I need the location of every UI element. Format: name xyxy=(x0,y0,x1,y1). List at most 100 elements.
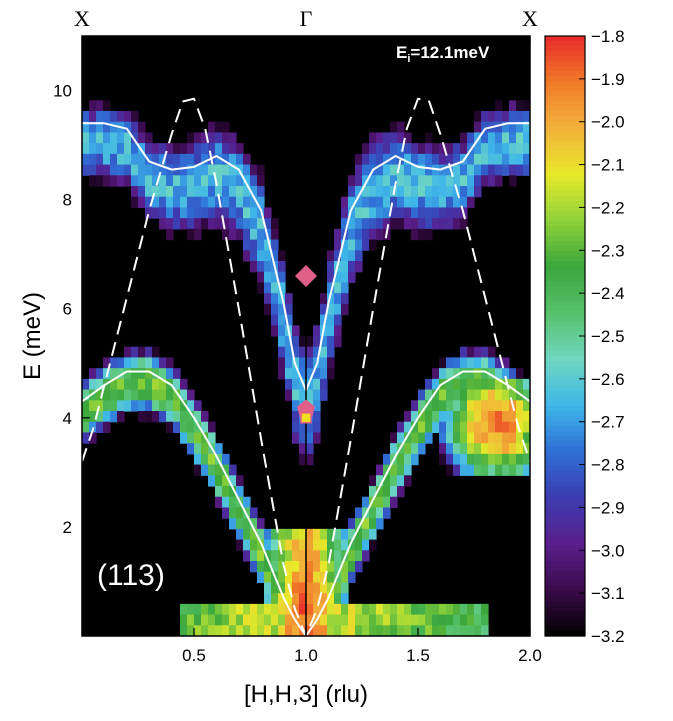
intensity-cell xyxy=(397,196,405,209)
intensity-cell xyxy=(117,143,125,155)
intensity-cell xyxy=(327,271,335,284)
intensity-cell xyxy=(467,603,475,616)
intensity-cell xyxy=(453,389,461,401)
intensity-cell xyxy=(460,143,468,155)
intensity-cell xyxy=(446,625,454,636)
intensity-cell xyxy=(355,261,363,273)
intensity-cell xyxy=(173,378,181,391)
intensity-cell xyxy=(208,453,216,466)
intensity-cell xyxy=(411,218,419,230)
intensity-cell xyxy=(229,518,237,530)
intensity-cell xyxy=(117,175,125,187)
intensity-cell xyxy=(446,357,454,369)
intensity-cell xyxy=(215,486,223,498)
intensity-cell xyxy=(187,143,195,155)
intensity-cell xyxy=(89,400,97,412)
intensity-cell xyxy=(355,561,363,573)
intensity-cell xyxy=(166,218,174,230)
intensity-cell xyxy=(502,389,510,401)
intensity-cell xyxy=(418,389,426,401)
intensity-cell xyxy=(481,411,489,423)
intensity-cell xyxy=(306,389,314,401)
intensity-cell xyxy=(320,378,328,391)
intensity-cell xyxy=(292,582,300,594)
intensity-cell xyxy=(390,143,398,155)
intensity-cell xyxy=(341,282,349,294)
intensity-cell xyxy=(152,389,160,401)
intensity-cell xyxy=(404,164,412,176)
intensity-cell xyxy=(117,368,125,380)
intensity-cell xyxy=(439,443,447,455)
intensity-cell xyxy=(369,132,377,144)
intensity-cell xyxy=(250,196,258,209)
intensity-cell xyxy=(523,153,530,166)
colorbar-band xyxy=(545,576,585,582)
intensity-cell xyxy=(243,239,251,251)
colorbar-band xyxy=(545,181,585,187)
intensity-cell xyxy=(145,132,153,144)
intensity-cell xyxy=(488,411,496,423)
intensity-cell xyxy=(222,218,230,230)
colorbar-band xyxy=(545,526,585,532)
intensity-cell xyxy=(236,218,244,230)
intensity-cell xyxy=(89,132,97,144)
intensity-cell xyxy=(495,357,503,369)
intensity-cell xyxy=(215,143,223,155)
intensity-cell xyxy=(502,164,510,176)
intensity-cell xyxy=(159,164,167,176)
intensity-cell xyxy=(131,196,139,209)
intensity-cell xyxy=(278,550,286,562)
intensity-cell xyxy=(439,143,447,155)
intensity-cell xyxy=(411,614,419,626)
intensity-cell xyxy=(474,164,482,176)
intensity-cell xyxy=(334,539,342,551)
intensity-cell xyxy=(222,453,230,466)
intensity-cell xyxy=(103,421,111,434)
intensity-cell xyxy=(152,175,160,187)
intensity-cell xyxy=(264,261,272,273)
intensity-cell xyxy=(285,389,293,401)
intensity-cell xyxy=(278,314,286,326)
intensity-cell xyxy=(271,550,279,562)
colorbar-band xyxy=(545,276,585,282)
intensity-cell xyxy=(131,346,139,359)
intensity-cell xyxy=(404,603,412,616)
intensity-cell xyxy=(355,153,363,166)
intensity-cell xyxy=(243,496,251,509)
intensity-cell xyxy=(453,196,461,209)
intensity-cell xyxy=(110,368,118,380)
intensity-cell xyxy=(96,100,104,112)
intensity-cell xyxy=(355,175,363,187)
intensity-cell xyxy=(474,121,482,134)
intensity-cell xyxy=(257,196,265,209)
intensity-cell xyxy=(229,143,237,155)
intensity-cell xyxy=(208,121,216,134)
colorbar-tick-label: −3.0 xyxy=(591,541,625,560)
intensity-cell xyxy=(138,132,146,144)
intensity-cell xyxy=(187,389,195,401)
intensity-cell xyxy=(180,218,188,230)
intensity-cell xyxy=(306,368,314,380)
intensity-cell xyxy=(313,378,321,391)
intensity-cell xyxy=(271,582,279,594)
intensity-cell xyxy=(460,132,468,144)
intensity-cell xyxy=(180,207,188,219)
intensity-cell xyxy=(173,143,181,155)
intensity-cell xyxy=(439,421,447,434)
intensity-cell xyxy=(208,432,216,444)
intensity-cell xyxy=(355,239,363,251)
intensity-cell xyxy=(383,475,391,487)
intensity-cell xyxy=(264,571,272,584)
intensity-cell xyxy=(138,411,146,423)
intensity-cell xyxy=(173,218,181,230)
intensity-cell xyxy=(432,153,440,166)
intensity-cell xyxy=(250,164,258,176)
intensity-cell xyxy=(306,421,314,434)
intensity-cell xyxy=(250,550,258,562)
intensity-cell xyxy=(299,528,307,541)
intensity-cell xyxy=(138,186,146,198)
intensity-cell xyxy=(355,186,363,198)
intensity-cell xyxy=(145,378,153,391)
intensity-cell xyxy=(432,164,440,176)
intensity-cell xyxy=(432,378,440,391)
